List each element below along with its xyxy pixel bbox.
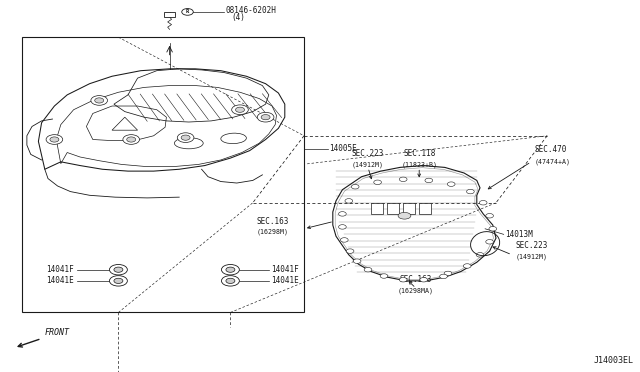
Circle shape: [489, 227, 497, 231]
Circle shape: [345, 199, 353, 203]
Circle shape: [399, 278, 407, 282]
Circle shape: [127, 137, 136, 142]
Circle shape: [109, 276, 127, 286]
Ellipse shape: [398, 212, 411, 219]
Text: FRONT: FRONT: [45, 328, 70, 337]
Text: 14041E: 14041E: [47, 276, 74, 285]
Text: 14041E: 14041E: [271, 276, 299, 285]
Circle shape: [109, 264, 127, 275]
Circle shape: [374, 180, 381, 185]
Circle shape: [221, 264, 239, 275]
Text: 14013M: 14013M: [506, 230, 533, 239]
Text: (4): (4): [232, 13, 246, 22]
Circle shape: [236, 107, 244, 112]
Circle shape: [114, 267, 123, 272]
Circle shape: [444, 271, 452, 276]
Circle shape: [425, 178, 433, 183]
Text: SEC.163: SEC.163: [256, 217, 289, 226]
Circle shape: [399, 177, 407, 182]
Circle shape: [476, 253, 484, 257]
Text: SEC.470: SEC.470: [534, 145, 567, 154]
Circle shape: [232, 105, 248, 115]
Circle shape: [364, 267, 372, 272]
Circle shape: [181, 135, 190, 140]
Text: (16298M): (16298M): [257, 229, 289, 235]
Bar: [22, 37, 304, 312]
Text: 14041F: 14041F: [271, 265, 299, 274]
Text: (47474+A): (47474+A): [534, 158, 570, 164]
Text: (14912M): (14912M): [352, 161, 384, 167]
Bar: [419, 203, 431, 214]
Bar: [164, 12, 175, 17]
Circle shape: [226, 267, 235, 272]
Circle shape: [486, 240, 493, 244]
Circle shape: [261, 115, 270, 120]
Text: R: R: [186, 9, 189, 15]
Circle shape: [95, 98, 104, 103]
Text: J14003EL: J14003EL: [594, 356, 634, 365]
Circle shape: [420, 278, 428, 282]
Circle shape: [463, 264, 471, 268]
Text: (11823+B): (11823+B): [401, 161, 437, 167]
Circle shape: [447, 182, 455, 186]
Text: SEC.118: SEC.118: [403, 149, 435, 158]
Circle shape: [351, 185, 359, 189]
Circle shape: [177, 133, 194, 142]
Text: 14041F: 14041F: [47, 265, 74, 274]
Circle shape: [467, 189, 474, 194]
Circle shape: [380, 274, 388, 278]
Circle shape: [486, 214, 493, 218]
Bar: [371, 203, 383, 214]
Circle shape: [226, 278, 235, 283]
Circle shape: [353, 259, 361, 263]
Circle shape: [479, 201, 487, 205]
Text: (14912M): (14912M): [515, 254, 547, 260]
Circle shape: [257, 112, 274, 122]
Circle shape: [221, 276, 239, 286]
Text: 08146-6202H: 08146-6202H: [226, 6, 276, 15]
Circle shape: [440, 274, 447, 279]
Circle shape: [346, 249, 354, 253]
Text: SEC.163: SEC.163: [400, 275, 432, 284]
Text: (16298MA): (16298MA): [398, 287, 434, 294]
Circle shape: [114, 278, 123, 283]
Bar: [403, 203, 415, 214]
Circle shape: [123, 135, 140, 144]
Circle shape: [46, 135, 63, 144]
Text: SEC.223: SEC.223: [352, 149, 384, 158]
Circle shape: [50, 137, 59, 142]
Bar: [387, 203, 399, 214]
Circle shape: [340, 238, 348, 242]
Text: SEC.223: SEC.223: [515, 241, 548, 250]
Circle shape: [339, 225, 346, 229]
Text: 14005E: 14005E: [330, 144, 357, 153]
Circle shape: [339, 212, 346, 216]
Circle shape: [91, 96, 108, 105]
